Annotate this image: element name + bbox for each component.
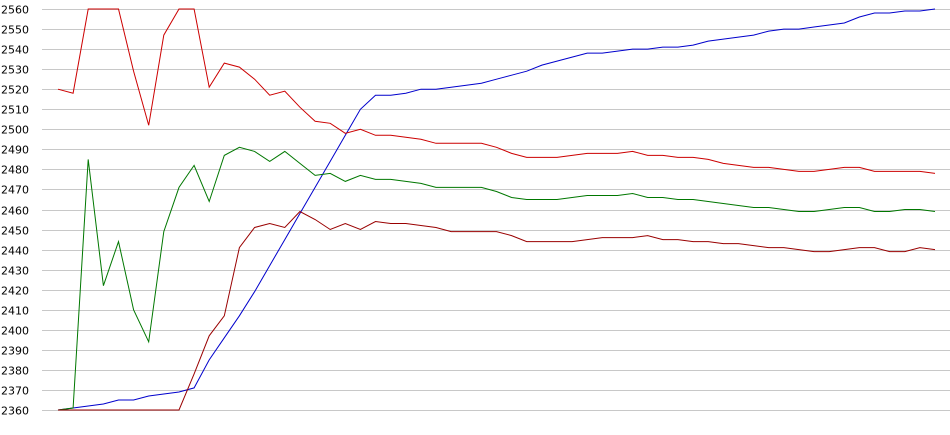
y-tick-label: 2400: [1, 325, 29, 338]
series-line-4: [58, 210, 936, 411]
series-line-3: [57, 146, 936, 411]
y-tick-label: 2370: [1, 385, 29, 398]
grid-lines: [42, 9, 950, 411]
y-tick-label: 2500: [1, 124, 29, 137]
y-tick-label: 2430: [1, 265, 29, 278]
series-lines: [57, 8, 936, 411]
y-axis-tick-labels: 2360 2370 2380 2390 2400 2410 2420 2430 2440 2450…: [1, 4, 29, 418]
y-tick-label: 2490: [1, 144, 29, 157]
y-tick-label: 2470: [1, 184, 29, 197]
y-tick-label: 2440: [1, 245, 29, 258]
y-tick-label: 2390: [1, 345, 29, 358]
y-tick-label: 2550: [1, 24, 29, 37]
series-line-1: [57, 8, 936, 411]
y-tick-label: 2420: [1, 285, 29, 298]
y-tick-label: 2360: [1, 405, 29, 418]
y-tick-label: 2510: [1, 104, 29, 117]
y-tick-label: 2410: [1, 305, 29, 318]
y-tick-label: 2460: [1, 205, 29, 218]
y-tick-label: 2380: [1, 365, 29, 378]
y-tick-label: 2480: [1, 164, 29, 177]
series-line-2: [57, 8, 936, 174]
y-tick-label: 2560: [1, 4, 29, 17]
y-tick-label: 2520: [1, 84, 29, 97]
y-tick-label: 2540: [1, 44, 29, 57]
y-tick-label: 2530: [1, 64, 29, 77]
y-tick-label: 2450: [1, 225, 29, 238]
